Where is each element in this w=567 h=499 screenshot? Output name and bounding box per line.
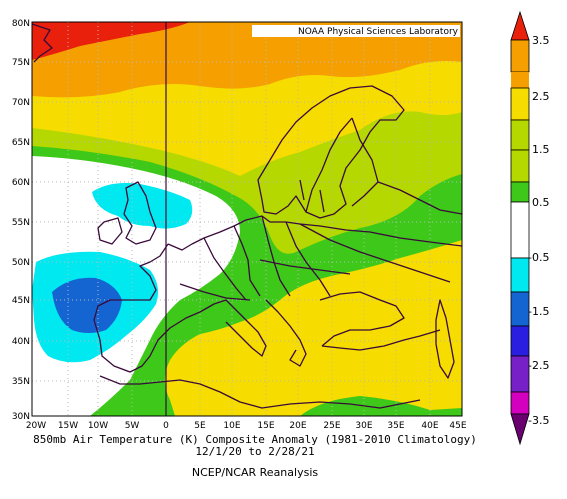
anomaly-field — [32, 22, 462, 416]
lat-label: 50N — [12, 258, 30, 268]
lon-label: 15E — [257, 421, 274, 431]
colorbar-swatch — [510, 39, 530, 73]
colorbar-swatch — [510, 201, 530, 259]
lon-label: 20W — [26, 421, 46, 431]
coastlines — [32, 23, 462, 409]
lat-label: 45N — [12, 296, 30, 306]
colorbar-swatch — [510, 257, 530, 293]
colorbar-label: -3.5 — [528, 414, 549, 427]
lat-ticks: 30N 35N 40N 45N 50N 55N 60N 65N 70N 75N … — [12, 19, 30, 422]
colorbar-label: 1.5 — [532, 143, 550, 156]
lon-label: 15W — [58, 421, 78, 431]
lat-label: 70N — [12, 98, 30, 108]
colorbar-swatch — [510, 119, 530, 151]
colorbar-swatch — [510, 181, 530, 203]
lon-label: 10E — [223, 421, 240, 431]
colorbar-label: -0.5 — [528, 251, 549, 264]
lon-label: 45E — [449, 421, 466, 431]
lat-label: 40N — [12, 337, 30, 347]
yellow-south-region — [280, 288, 462, 416]
lon-label: 30E — [355, 421, 372, 431]
colorbar-swatch — [511, 72, 529, 88]
credit-box — [252, 25, 460, 37]
lon-label: 5E — [194, 421, 206, 431]
caption-title: 850mb Air Temperature (K) Composite Anom… — [33, 433, 477, 446]
lat-label: 65N — [12, 138, 30, 148]
credit-text: NOAA Physical Sciences Laboratory — [298, 27, 459, 37]
lat-label: 75N — [12, 58, 30, 68]
lat-label: 30N — [12, 412, 30, 422]
colorbar-swatch — [510, 391, 530, 415]
orange-region — [32, 22, 462, 98]
blue-blob — [52, 277, 122, 333]
lat-label: 35N — [12, 377, 30, 387]
cyan-north-blob — [92, 183, 193, 229]
lon-label: 25E — [323, 421, 340, 431]
lon-label: 10W — [88, 421, 108, 431]
colorbar — [510, 10, 530, 446]
lon-label: 35E — [387, 421, 404, 431]
colorbar-labels: 3.5 2.5 1.5 0.5 -0.5 -1.5 -2.5 -3.5 — [528, 34, 550, 427]
colorbar-label: 2.5 — [532, 90, 550, 103]
lon-label: 20E — [289, 421, 306, 431]
colorbar-swatch — [510, 291, 530, 327]
colorbar-swatch — [510, 87, 530, 121]
lat-label: 55N — [12, 218, 30, 228]
colorbar-bottom-arrow — [510, 413, 530, 446]
caption-dates: 12/1/20 to 2/28/21 — [195, 445, 315, 458]
colorbar-swatch — [510, 325, 530, 357]
lon-label: 5W — [125, 421, 140, 431]
lat-label: 60N — [12, 178, 30, 188]
colorbar-label: 0.5 — [532, 196, 550, 209]
lon-label: 40E — [421, 421, 438, 431]
lon-label: 0 — [163, 421, 169, 431]
colorbar-label: -2.5 — [528, 359, 549, 372]
colorbar-swatch — [510, 355, 530, 393]
red-region — [32, 22, 190, 60]
caption-source: NCEP/NCAR Reanalysis — [191, 466, 319, 479]
colorbar-label: -1.5 — [528, 305, 549, 318]
colorbar-label: 3.5 — [532, 34, 550, 47]
lat-label: 80N — [12, 19, 30, 29]
plot-frame — [31, 21, 463, 417]
colorbar-top-arrow — [510, 10, 530, 41]
green-bottom-region — [300, 396, 462, 416]
colorbar-swatch — [510, 149, 530, 183]
lon-ticks: 20W 15W 10W 5W 0 5E 10E 15E 20E 25E 30E … — [26, 421, 467, 431]
